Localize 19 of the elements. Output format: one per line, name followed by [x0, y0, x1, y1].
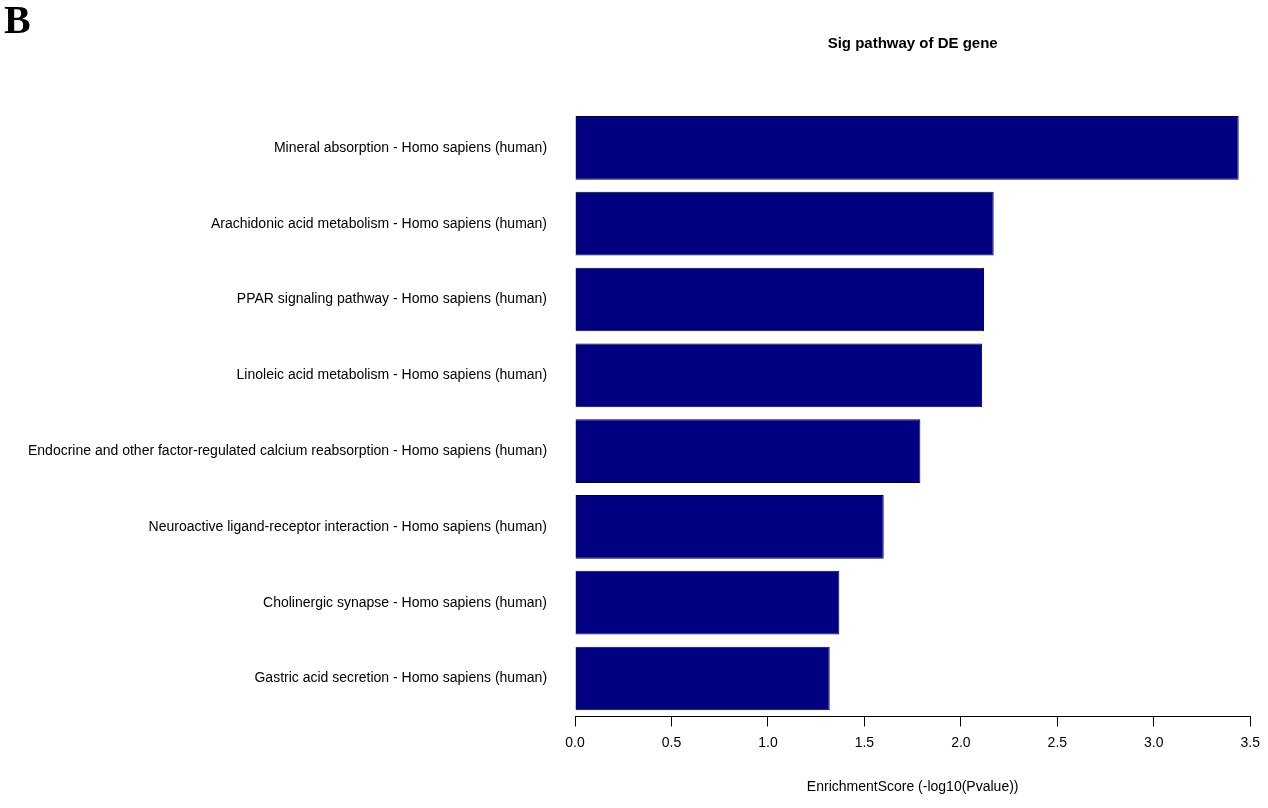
x-axis-title: EnrichmentScore (-log10(Pvalue))	[806, 778, 1019, 795]
y-tick-label: Mineral absorption - Homo sapiens (human)	[273, 138, 548, 155]
y-tick-label: Linoleic acid metabolism - Homo sapiens (human)	[236, 366, 548, 383]
chart-title: Sig pathway of DE gene	[827, 34, 998, 52]
y-tick-label: Neuroactive ligand-receptor interaction - Homo sapiens (human)	[148, 517, 548, 534]
x-tick-label: 2.0	[951, 733, 971, 750]
x-tick-label: 2.5	[1047, 733, 1068, 750]
x-tick-label: 0.5	[661, 733, 682, 750]
x-tick-label: 0.0	[565, 733, 585, 750]
y-tick-label: Arachidonic acid metabolism - Homo sapiens (human)	[210, 214, 548, 231]
text: B	[4, 0, 31, 42]
x-tick-label: 3.5	[1240, 733, 1261, 750]
y-tick-label: PPAR signaling pathway - Homo sapiens (human)	[236, 290, 548, 307]
y-tick-label: Endocrine and other factor-regulated calcium reabsorption - Homo sapiens (human)	[28, 441, 548, 458]
x-tick-label: 1.5	[854, 733, 875, 750]
y-tick-label: Cholinergic synapse - Homo sapiens (human)	[263, 593, 548, 610]
x-tick-label: 3.0	[1144, 733, 1164, 750]
y-tick-label: Gastric acid secretion - Homo sapiens (human)	[254, 669, 548, 686]
x-tick-label: 1.0	[758, 733, 778, 750]
